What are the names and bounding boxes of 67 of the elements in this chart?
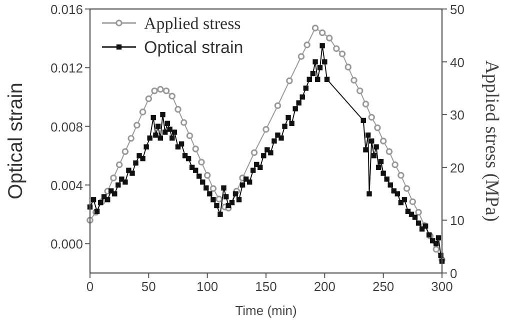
y2-tick-label: 30 bbox=[450, 108, 464, 123]
point bbox=[162, 87, 170, 94]
x-tick-label: 50 bbox=[141, 279, 156, 294]
point bbox=[174, 106, 182, 113]
x-tick-label: 300 bbox=[431, 279, 453, 294]
point bbox=[362, 100, 370, 108]
point bbox=[326, 34, 333, 42]
point bbox=[432, 246, 440, 253]
y2-tick-label: 20 bbox=[450, 160, 464, 176]
point bbox=[403, 185, 410, 192]
point bbox=[392, 161, 398, 168]
x-tick-label: 200 bbox=[314, 279, 336, 294]
x-tick-label: 150 bbox=[255, 279, 277, 294]
point bbox=[122, 148, 129, 155]
x-tick-label: 100 bbox=[196, 279, 218, 294]
y-tick-label: 0.016 bbox=[50, 2, 83, 17]
y-tick-label: 0.004 bbox=[50, 178, 83, 193]
y2-tick-label: 10 bbox=[450, 213, 464, 228]
point bbox=[151, 87, 158, 94]
point bbox=[374, 124, 381, 132]
point bbox=[286, 77, 293, 84]
point bbox=[128, 134, 134, 142]
x-tick-label: 0 bbox=[86, 279, 94, 294]
point bbox=[157, 86, 164, 93]
y-tick-label: 0.012 bbox=[50, 60, 83, 76]
point bbox=[318, 29, 326, 36]
point bbox=[368, 114, 375, 121]
point bbox=[262, 126, 270, 133]
point bbox=[312, 24, 319, 32]
point bbox=[398, 172, 404, 179]
point bbox=[333, 45, 340, 52]
point bbox=[415, 208, 422, 216]
y-tick-label: 0.008 bbox=[50, 119, 83, 134]
point bbox=[139, 108, 146, 116]
point bbox=[350, 76, 358, 84]
x-tick-label: 250 bbox=[372, 279, 394, 294]
point bbox=[338, 50, 346, 58]
point bbox=[409, 198, 416, 206]
legend-label: Optical strain bbox=[144, 38, 244, 57]
y-tick-label: 0.000 bbox=[50, 236, 83, 252]
point bbox=[204, 172, 211, 179]
point bbox=[186, 132, 194, 140]
point bbox=[210, 185, 217, 192]
point bbox=[198, 158, 205, 166]
point bbox=[380, 138, 387, 144]
legend-label: Applied stress bbox=[144, 14, 241, 33]
point bbox=[274, 102, 282, 110]
y2-tick-label: 0 bbox=[450, 266, 458, 281]
point bbox=[356, 87, 364, 94]
x-axis-title: Time (min) bbox=[235, 303, 297, 318]
y2-tick-label: 40 bbox=[450, 54, 464, 70]
point bbox=[134, 122, 140, 129]
point bbox=[168, 92, 176, 100]
point bbox=[216, 196, 222, 202]
point bbox=[145, 95, 152, 102]
y2-tick-label: 50 bbox=[450, 2, 464, 17]
y2-axis-title: Applied stress (MPa) bbox=[481, 60, 502, 222]
point bbox=[298, 53, 305, 60]
point bbox=[192, 146, 199, 152]
point bbox=[110, 174, 117, 182]
point bbox=[116, 161, 123, 168]
point bbox=[344, 64, 352, 70]
point bbox=[250, 149, 258, 156]
point bbox=[180, 119, 188, 126]
point bbox=[304, 42, 310, 48]
point bbox=[386, 148, 393, 155]
y-axis-title: Optical strain bbox=[5, 82, 27, 200]
